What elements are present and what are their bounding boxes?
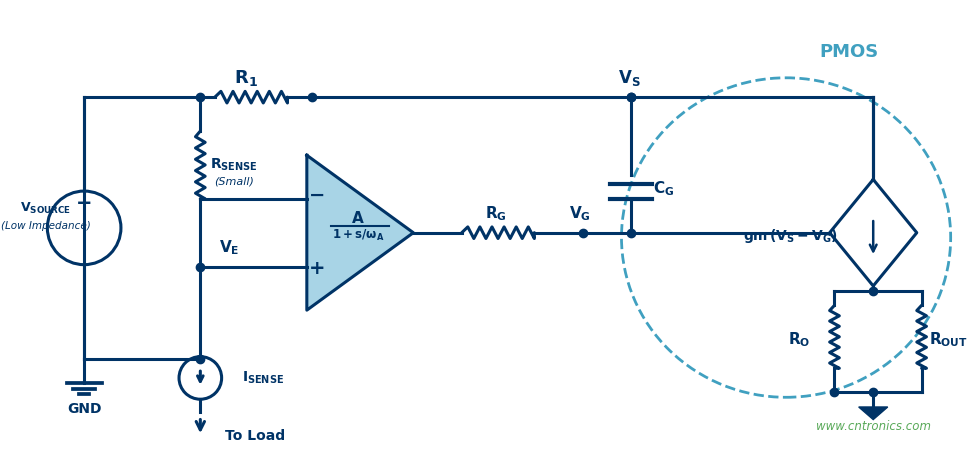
Text: GND: GND [67,402,101,416]
Text: $\mathbf{V_S}$: $\mathbf{V_S}$ [618,68,641,88]
Text: $\mathbf{R_{OUT}}$: $\mathbf{R_{OUT}}$ [929,330,968,348]
Text: $\mathbf{C_G}$: $\mathbf{C_G}$ [653,180,675,198]
Polygon shape [307,155,414,310]
Polygon shape [829,180,917,286]
Text: $\mathbf{-}$: $\mathbf{-}$ [309,185,324,203]
Text: $\mathbf{+}$: $\mathbf{+}$ [309,259,324,278]
Text: (Low Impedance): (Low Impedance) [1,221,90,231]
Text: $\mathbf{V_{SOURCE}}$: $\mathbf{V_{SOURCE}}$ [19,201,71,216]
Polygon shape [858,407,887,419]
Text: $\mathbf{A}$: $\mathbf{A}$ [352,210,365,226]
Text: www.cntronics.com: www.cntronics.com [816,420,931,433]
Text: $\mathbf{V_E}$: $\mathbf{V_E}$ [219,238,240,256]
Text: $\mathbf{V_G}$: $\mathbf{V_G}$ [569,204,590,223]
Text: +: + [76,194,92,213]
Text: PMOS: PMOS [820,43,879,61]
Text: $\mathbf{R_O}$: $\mathbf{R_O}$ [787,330,810,348]
Text: $\mathbf{1 + s/\omega_A}$: $\mathbf{1 + s/\omega_A}$ [332,228,385,243]
Text: (Small): (Small) [215,176,254,186]
Text: $\mathbf{I_{SENSE}}$: $\mathbf{I_{SENSE}}$ [242,370,284,386]
Text: $\mathbf{R_G}$: $\mathbf{R_G}$ [485,204,507,223]
Text: To Load: To Load [224,429,285,443]
Text: $\mathbf{R_1}$: $\mathbf{R_1}$ [234,68,257,88]
Text: $\mathbf{gm\,(V_S - V_G)}$: $\mathbf{gm\,(V_S - V_G)}$ [743,227,837,245]
Text: $\mathbf{R_{SENSE}}$: $\mathbf{R_{SENSE}}$ [211,157,258,173]
